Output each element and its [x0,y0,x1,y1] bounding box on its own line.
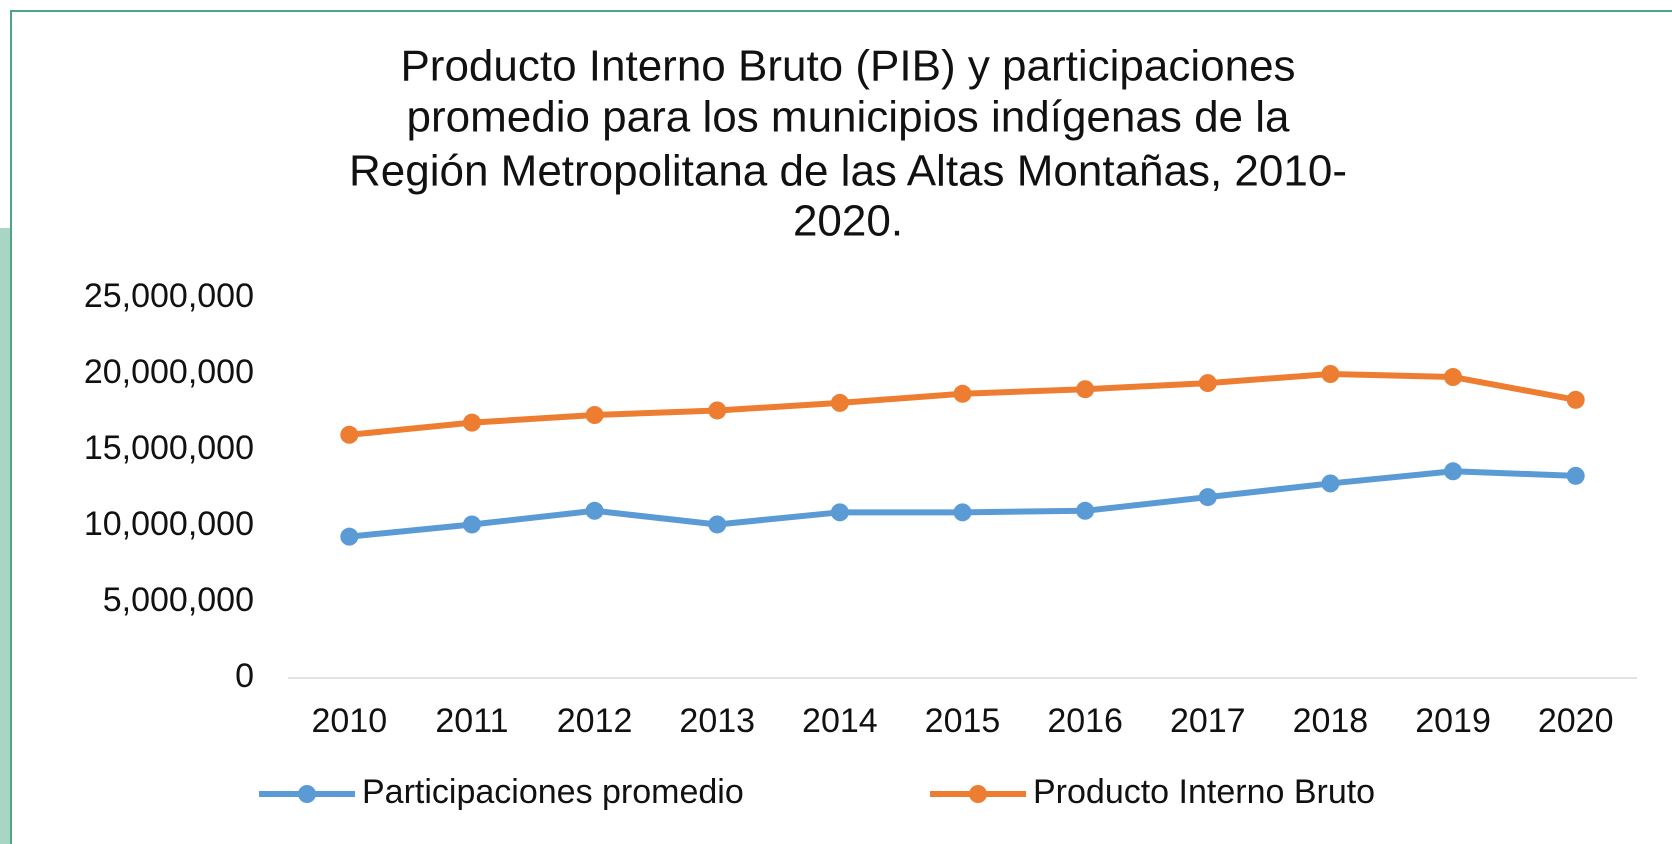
legend-swatch-marker [969,785,987,803]
y-tick-label: 0 [235,657,254,695]
series-marker [708,515,727,534]
series-marker [953,503,972,522]
series-marker [953,384,972,403]
x-tick-label: 2020 [1538,702,1614,740]
x-tick-label: 2019 [1415,702,1491,740]
series-marker [462,413,481,432]
series-marker [1198,488,1217,507]
x-tick-label: 2012 [557,702,633,740]
y-tick-label: 25,000,000 [84,277,254,315]
y-tick-label: 5,000,000 [103,581,254,619]
series-marker [1444,368,1463,387]
series-marker [1076,380,1095,399]
series-marker [462,515,481,534]
y-tick-label: 20,000,000 [84,353,254,391]
series-marker [1321,365,1340,383]
series-marker [830,393,849,412]
chart-title: Región Metropolitana de las Altas Montañ… [349,147,1347,196]
x-tick-label: 2016 [1047,702,1123,740]
side-strip [0,228,12,844]
series-marker [585,501,604,520]
frame [10,10,1672,844]
series-marker [708,401,727,420]
legend-swatch-marker [298,785,316,803]
series-marker [1321,474,1340,493]
series-marker [585,406,604,425]
series-marker [1566,390,1585,409]
y-tick-label: 15,000,000 [84,429,254,467]
series-marker [1076,501,1095,520]
chart-title: 2020. [793,197,903,246]
x-tick-label: 2010 [311,702,387,740]
x-tick-label: 2014 [802,702,878,740]
series-marker [340,425,359,444]
x-tick-label: 2015 [925,702,1001,740]
chart-title: promedio para los municipios indígenas d… [407,93,1290,142]
series-line [349,371,1577,438]
series-marker [340,527,359,546]
x-tick-label: 2011 [435,702,508,740]
series-marker [830,503,849,522]
x-tick-label: 2017 [1170,702,1246,740]
y-tick-label: 10,000,000 [84,505,254,543]
x-tick-label: 2018 [1293,702,1369,740]
chart-title: Producto Interno Bruto (PIB) y participa… [400,42,1295,91]
series-marker [1444,462,1463,481]
legend-label: Participaciones promedio [362,773,744,811]
series-marker [1198,374,1217,393]
legend-label: Producto Interno Bruto [1033,773,1375,811]
x-tick-label: 2013 [679,702,755,740]
series-marker [1566,466,1585,485]
